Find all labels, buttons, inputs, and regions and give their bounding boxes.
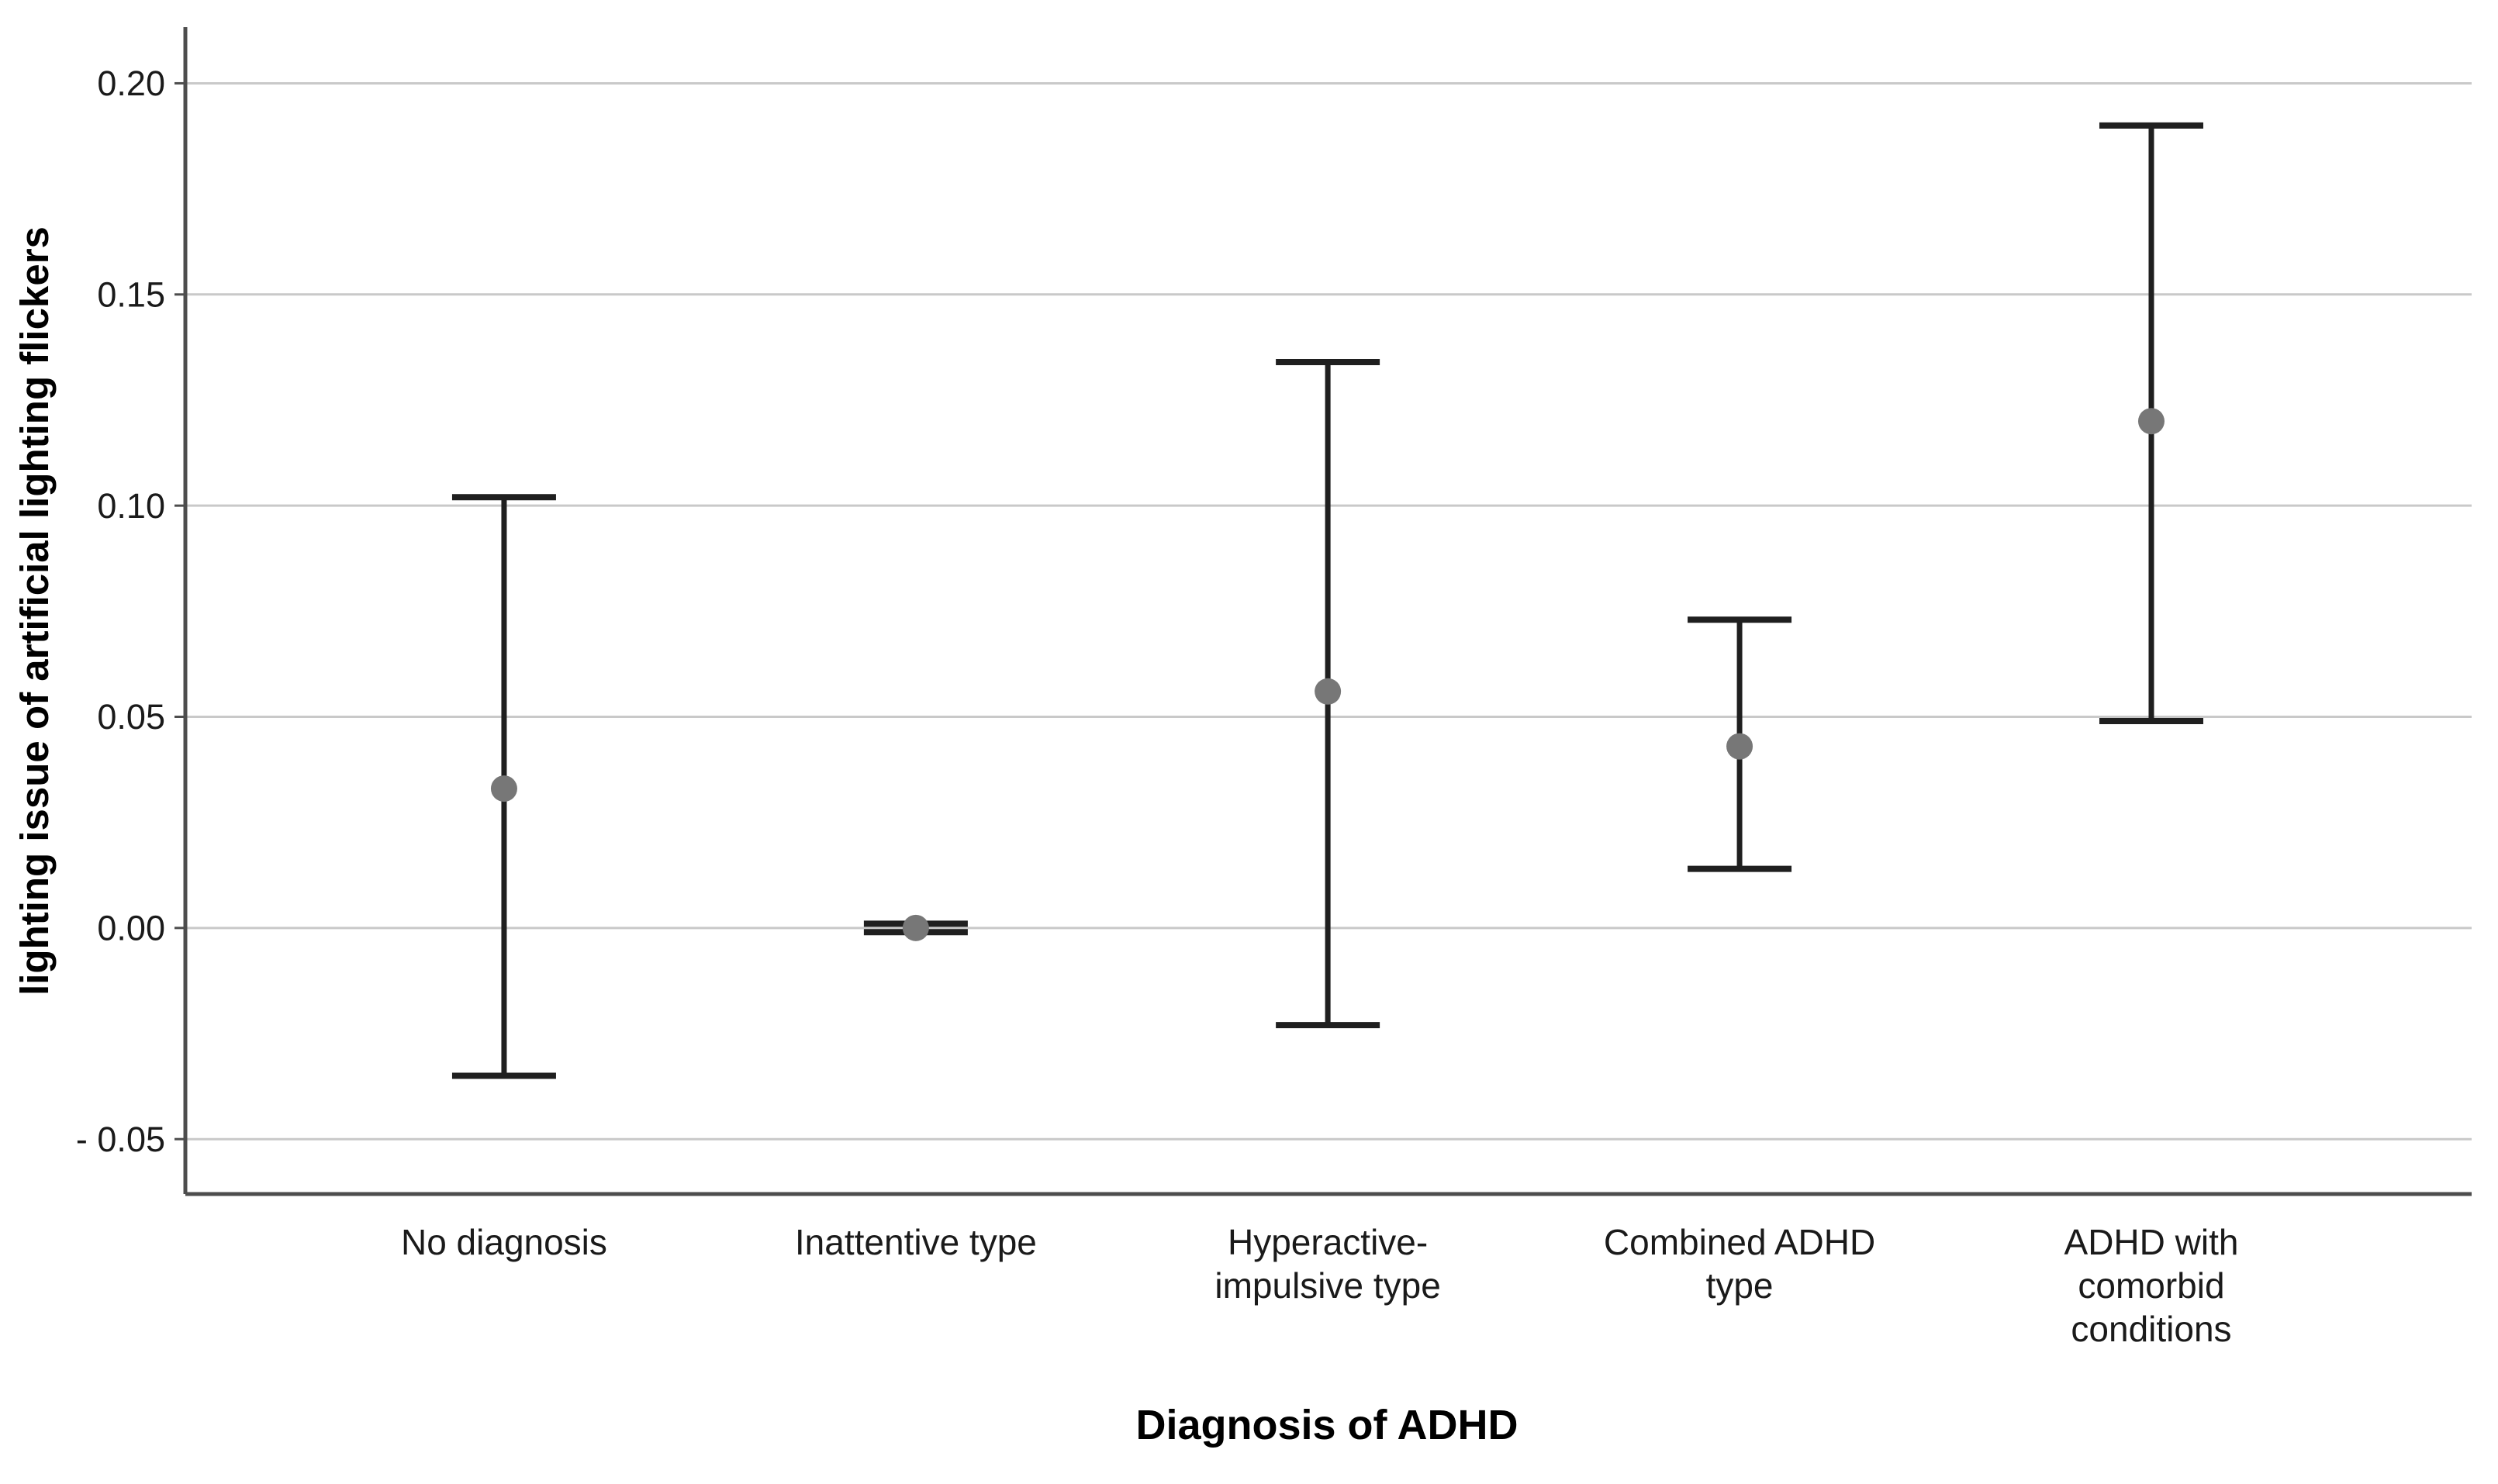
x-tick-label-line: Hyperactive-: [1228, 1222, 1428, 1262]
mean-marker: [1315, 678, 1342, 705]
x-tick-labels: No diagnosis Inattentive type Hyperactive-…: [401, 1222, 2238, 1349]
x-tick-label: ADHD with comorbid conditions: [2064, 1222, 2239, 1349]
x-tick-label: Inattentive type: [795, 1222, 1037, 1262]
y-tick-label: 0.00: [97, 909, 165, 948]
x-tick-label-line: ADHD with: [2064, 1222, 2239, 1262]
error-bar: [1276, 358, 1380, 1029]
x-tick-label-line: type: [1706, 1265, 1774, 1306]
x-tick-label-line: No diagnosis: [401, 1222, 607, 1262]
mean-marker: [902, 914, 929, 941]
x-tick-label: No diagnosis: [401, 1222, 607, 1262]
error-bar: [863, 914, 968, 941]
x-tick-label-line: comorbid: [2078, 1265, 2224, 1306]
y-tick-label: 0.15: [97, 275, 165, 315]
y-tick-label: 0.10: [97, 486, 165, 526]
x-tick-label: Hyperactive-impulsive type: [1214, 1222, 1440, 1306]
y-tick-label: 0.20: [97, 64, 165, 103]
x-tick-label-line: Inattentive type: [795, 1222, 1037, 1262]
y-axis: 0.20 0.15 0.10 0.05 0.00 - 0.05: [76, 27, 188, 1194]
y-tick-label: 0.05: [97, 697, 165, 737]
x-tick-label-line: impulsive type: [1214, 1265, 1440, 1306]
error-bar: [451, 494, 556, 1079]
y-axis-title: lighting issue of artificial lighting fl…: [12, 226, 57, 996]
x-axis-title: Diagnosis of ADHD: [1135, 1402, 1518, 1448]
x-tick-label-line: Combined ADHD: [1604, 1222, 1875, 1262]
mean-marker: [490, 775, 517, 802]
mean-marker: [1726, 733, 1753, 760]
error-bars: [451, 122, 2203, 1079]
error-bar: [1688, 616, 1792, 872]
x-tick-label-line: conditions: [2071, 1309, 2231, 1349]
mean-marker: [2137, 408, 2165, 435]
x-tick-label: Combined ADHD type: [1604, 1222, 1875, 1306]
error-bar: [2099, 122, 2203, 724]
y-tick-label: - 0.05: [76, 1120, 165, 1159]
